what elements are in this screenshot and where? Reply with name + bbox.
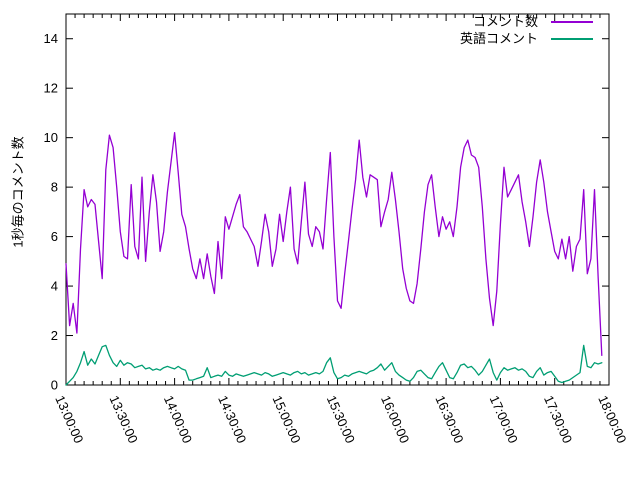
svg-text:15:00:00: 15:00:00 — [269, 393, 303, 445]
legend-line-sample — [551, 38, 593, 40]
svg-text:4: 4 — [51, 279, 58, 294]
svg-text:6: 6 — [51, 229, 58, 244]
svg-text:12: 12 — [44, 81, 58, 96]
legend-item: コメント数 — [460, 15, 593, 29]
legend: コメント数 英語コメント — [460, 15, 593, 46]
svg-text:17:00:00: 17:00:00 — [487, 393, 521, 445]
y-axis-title: 1秒毎のコメント数 — [10, 136, 26, 248]
svg-text:0: 0 — [51, 378, 58, 393]
svg-text:2: 2 — [51, 328, 58, 343]
svg-text:14:30:00: 14:30:00 — [215, 393, 249, 445]
svg-text:15:30:00: 15:30:00 — [324, 393, 358, 445]
legend-label: コメント数 — [472, 14, 538, 29]
svg-text:18:00:00: 18:00:00 — [595, 393, 629, 445]
legend-line-sample — [551, 21, 593, 23]
svg-text:10: 10 — [44, 130, 58, 145]
svg-text:14: 14 — [44, 31, 58, 46]
svg-text:8: 8 — [51, 180, 58, 195]
svg-text:16:30:00: 16:30:00 — [432, 393, 466, 445]
svg-text:16:00:00: 16:00:00 — [378, 393, 412, 445]
legend-item: 英語コメント — [460, 32, 593, 46]
svg-text:17:30:00: 17:30:00 — [541, 393, 575, 445]
svg-text:13:00:00: 13:00:00 — [52, 393, 86, 445]
svg-text:13:30:00: 13:30:00 — [107, 393, 141, 445]
legend-label: 英語コメント — [459, 31, 538, 46]
svg-text:14:00:00: 14:00:00 — [161, 393, 195, 445]
